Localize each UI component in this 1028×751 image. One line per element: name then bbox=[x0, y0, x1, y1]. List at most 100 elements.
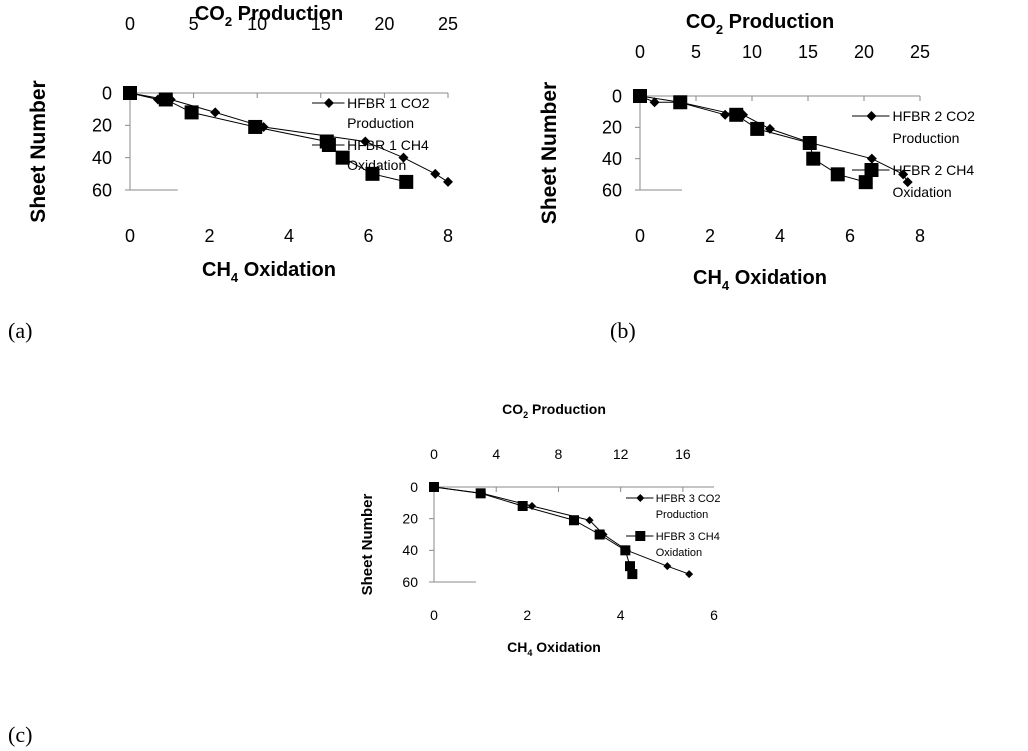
chart-a-series-1-point bbox=[430, 168, 441, 179]
chart-b-series-2-point bbox=[858, 175, 873, 190]
chart-b-bottom-tick-label: 2 bbox=[705, 226, 715, 246]
chart-b-top-tick-label: 20 bbox=[854, 42, 874, 62]
chart-a-bottom-tick-label: 6 bbox=[363, 226, 373, 246]
chart-c-y-axis-title: Sheet Number bbox=[359, 493, 376, 595]
chart-a-y-tick-label: 0 bbox=[102, 83, 112, 103]
chart-c-bottom-tick-label: 4 bbox=[617, 607, 625, 623]
panel-label-a: (a) bbox=[8, 318, 33, 343]
chart-a-top-tick-label: 10 bbox=[247, 14, 267, 34]
chart-a-top-tick-label: 0 bbox=[125, 14, 135, 34]
chart-a-y-tick-label: 20 bbox=[92, 116, 112, 136]
chart-c-bottom-tick-label: 6 bbox=[710, 607, 718, 623]
chart-b-bottom-tick-label: 8 bbox=[915, 226, 925, 246]
chart-a-bottom-tick-label: 0 bbox=[125, 226, 135, 246]
chart-b-bottom-tick-label: 0 bbox=[635, 226, 645, 246]
chart-b-y-tick-label: 60 bbox=[602, 180, 622, 200]
chart-c-top-tick-label: 12 bbox=[613, 446, 629, 462]
chart-c-series-2-point bbox=[620, 545, 631, 556]
chart-b-series-1-point bbox=[649, 97, 660, 108]
chart-a-series-1-point bbox=[360, 136, 371, 147]
chart-b-y-tick-label: 0 bbox=[612, 86, 622, 106]
chart-c-series-2-point bbox=[475, 488, 486, 499]
panel-label-c: (c) bbox=[8, 722, 33, 747]
chart-b-series-2-point bbox=[750, 121, 765, 136]
chart-b-top-tick-label: 10 bbox=[742, 42, 762, 62]
chart-c-series-1-point bbox=[585, 516, 594, 525]
chart-a-bottom-axis-title: CH4 Oxidation bbox=[202, 259, 336, 285]
chart-a-top-tick-label: 5 bbox=[189, 14, 199, 34]
chart-b-series-2-point bbox=[673, 95, 688, 110]
chart-b-series-2-point bbox=[806, 151, 821, 166]
chart-a-legend-text: Oxidation bbox=[347, 157, 406, 173]
chart-c-series-1-line bbox=[433, 486, 690, 575]
chart-a-legend-marker bbox=[323, 98, 334, 108]
chart-a-top-tick-label: 25 bbox=[438, 14, 458, 34]
chart-c-legend-text: HFBR 3 CH4 bbox=[656, 531, 720, 543]
chart-c-legend-text: Production bbox=[656, 509, 709, 521]
chart-a-legend-marker bbox=[321, 138, 336, 152]
chart-b-series-1-point bbox=[866, 153, 877, 164]
chart-c-series-1-point bbox=[685, 570, 694, 579]
chart-a-legend-text: HFBR 1 CH4 bbox=[347, 137, 429, 153]
chart-b-series-2-point bbox=[633, 89, 647, 103]
chart-b-series-1-point bbox=[898, 169, 909, 180]
chart-b-top-tick-label: 0 bbox=[635, 42, 645, 62]
chart-b-series-2-point bbox=[802, 136, 817, 150]
panel-label-b: (b) bbox=[610, 318, 636, 343]
chart-c-legend-text: Oxidation bbox=[656, 547, 702, 559]
chart-a-bottom-tick-label: 4 bbox=[284, 226, 294, 246]
chart-b-bottom-tick-label: 4 bbox=[775, 226, 785, 246]
chart-b-series-1-line bbox=[639, 95, 909, 183]
chart-a-top-tick-label: 15 bbox=[311, 14, 331, 34]
chart-c-legend-text: HFBR 3 CO2 bbox=[656, 493, 721, 505]
chart-a-legend-text: HFBR 1 CO2 bbox=[347, 95, 430, 111]
chart-c-series-2-point bbox=[625, 561, 635, 572]
chart-c-y-tick-label: 0 bbox=[410, 479, 418, 495]
chart-b-y-tick-label: 20 bbox=[602, 118, 622, 138]
chart-a-series-2-point bbox=[399, 174, 414, 189]
chart-b-top-axis-title: CO2 Production bbox=[686, 11, 834, 37]
chart-b-top-tick-label: 5 bbox=[691, 42, 701, 62]
chart-c-series-2-point bbox=[594, 529, 605, 540]
chart-b-bottom-axis-title: CH4 Oxidation bbox=[693, 267, 827, 293]
chart-b-top-tick-label: 25 bbox=[910, 42, 930, 62]
chart-a-legend-text: Production bbox=[347, 115, 414, 131]
chart-c-series-2-point bbox=[517, 501, 528, 511]
chart-a-series-2-point bbox=[184, 105, 199, 120]
chart-b-legend-text: HFBR 2 CO2 bbox=[893, 108, 976, 124]
chart-a-top-tick-label: 20 bbox=[374, 14, 394, 34]
chart-b-series-1-point bbox=[902, 177, 913, 188]
chart-c-y-tick-label: 60 bbox=[402, 574, 418, 590]
chart-a-series-2-point bbox=[365, 166, 380, 181]
chart-c-top-tick-label: 8 bbox=[555, 446, 563, 462]
chart-c-series-1-point bbox=[663, 562, 672, 571]
chart-a-series-1-point bbox=[443, 176, 453, 187]
chart-b-series-2-point bbox=[830, 167, 845, 182]
chart-c-top-tick-label: 16 bbox=[675, 446, 691, 462]
chart-c-top-tick-label: 0 bbox=[430, 446, 438, 462]
chart-b-top-tick-label: 15 bbox=[798, 42, 818, 62]
chart-c-y-tick-label: 20 bbox=[402, 511, 418, 527]
chart-c-top-axis-title: CO2 Production bbox=[502, 401, 606, 420]
chart-a-bottom-tick-label: 2 bbox=[204, 226, 214, 246]
chart-b-legend-marker bbox=[864, 163, 879, 177]
chart-b-legend-marker bbox=[866, 111, 877, 121]
chart-b-y-tick-label: 40 bbox=[602, 149, 622, 169]
chart-a-series-1-point bbox=[398, 152, 409, 163]
chart-c-legend-marker bbox=[636, 494, 645, 502]
chart-a-y-axis-title: Sheet Number bbox=[27, 80, 50, 222]
chart-a-series-2-point bbox=[248, 119, 263, 134]
chart-b-bottom-tick-label: 6 bbox=[845, 226, 855, 246]
chart-b-y-axis-title: Sheet Number bbox=[538, 82, 561, 224]
chart-a-y-tick-label: 40 bbox=[92, 148, 112, 168]
chart-c-y-tick-label: 40 bbox=[402, 542, 418, 558]
chart-c-bottom-tick-label: 0 bbox=[430, 607, 438, 623]
chart-a-bottom-tick-label: 8 bbox=[443, 226, 453, 246]
chart-a-series-2-point bbox=[335, 150, 350, 165]
chart-b-series-2-point bbox=[729, 107, 744, 122]
chart-a-series-1-point bbox=[210, 107, 221, 118]
chart-c-top-tick-label: 4 bbox=[492, 446, 500, 462]
chart-b-series-1-point bbox=[720, 109, 731, 120]
chart-c-bottom-axis-title: CH4 Oxidation bbox=[507, 639, 601, 658]
